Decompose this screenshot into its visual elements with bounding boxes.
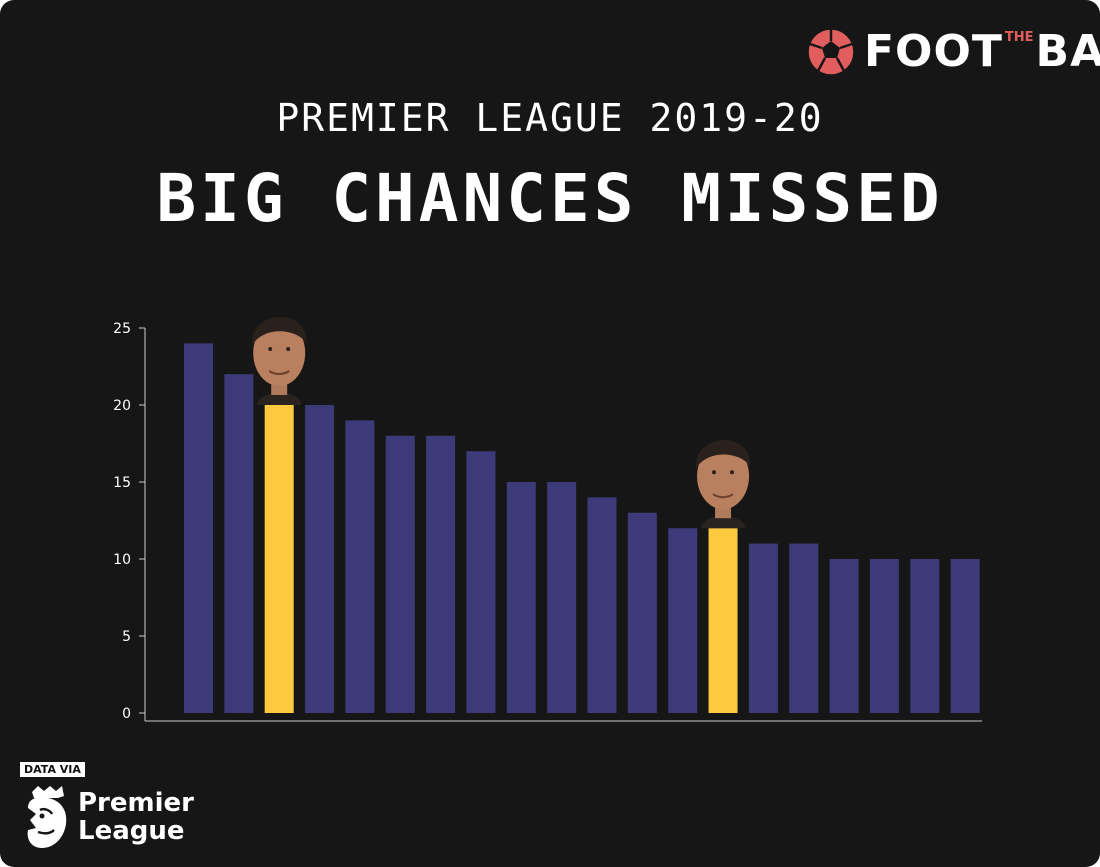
player-photo <box>252 316 307 405</box>
bar <box>627 512 657 713</box>
data-via-label: DATA VIA <box>20 762 85 777</box>
y-tick-label: 15 <box>113 475 131 491</box>
bar-highlighted <box>708 528 738 713</box>
premier-league-logo: Premier League <box>22 784 194 850</box>
logo-word-foot: FOOT <box>864 26 1003 77</box>
bar <box>547 482 577 713</box>
logo-word-the: THE <box>1004 30 1034 45</box>
bar <box>224 374 254 713</box>
premier-league-wordmark: Premier League <box>78 789 194 845</box>
lion-crest-icon <box>27 786 67 848</box>
bar <box>950 559 980 713</box>
bar <box>506 482 536 713</box>
bar <box>305 405 335 713</box>
bar <box>385 435 415 713</box>
bar <box>869 559 899 713</box>
bar <box>789 543 819 713</box>
chart-subtitle: PREMIER LEAGUE 2019-20 <box>276 96 824 140</box>
y-tick-label: 10 <box>113 552 131 568</box>
football-icon <box>807 27 855 76</box>
bar <box>910 559 940 713</box>
pl-word-premier: Premier <box>78 788 194 818</box>
y-tick-label: 20 <box>113 398 131 414</box>
logo-word-ball: BALL <box>1035 26 1100 77</box>
y-tick-label: 5 <box>122 629 131 645</box>
bar <box>587 497 617 713</box>
bar <box>829 559 859 713</box>
pl-word-league: League <box>78 816 185 846</box>
bar <box>345 420 375 713</box>
bar <box>426 435 456 713</box>
bar <box>466 451 496 713</box>
player-photo <box>695 440 751 529</box>
bar <box>184 343 213 713</box>
bar <box>748 543 778 713</box>
bar-highlighted <box>264 405 294 713</box>
bar <box>668 528 698 713</box>
footheball-logo: FOOT THE BALL <box>806 26 1100 77</box>
y-tick-label: 25 <box>113 321 131 337</box>
y-tick-label: 0 <box>122 706 131 722</box>
logo-wordmark: FOOT THE BALL <box>864 26 1100 77</box>
chart-title: BIG CHANCES MISSED <box>156 160 944 237</box>
